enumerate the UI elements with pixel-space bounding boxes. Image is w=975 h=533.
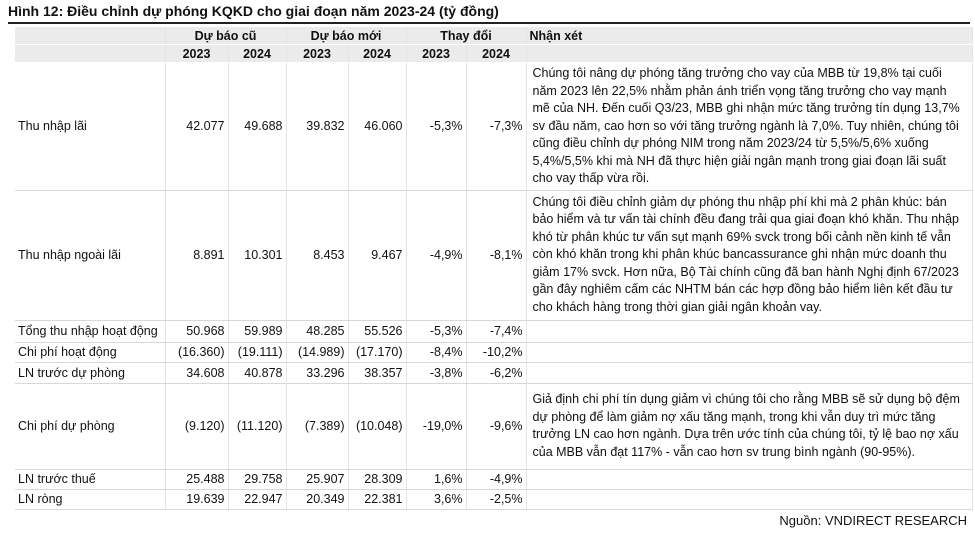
header-row: 2023 2024 2023 2024 2023 2024	[15, 44, 973, 63]
comment-cell	[526, 489, 973, 510]
year-header: 2024	[348, 44, 407, 63]
value-cell: (9.120)	[165, 383, 229, 470]
table-row: Thu nhập ngoài lãi 8.891 10.301 8.453 9.467-…	[15, 190, 973, 321]
value-cell: (10.048)	[348, 383, 407, 470]
value-cell: 29.758	[228, 469, 287, 490]
value-cell: 3,6%	[406, 489, 467, 510]
value-cell: (17.170)	[348, 342, 407, 363]
table-row: LN trước dự phòng 34.608 40.878 33.296 38.35…	[15, 362, 973, 384]
value-cell: (11.120)	[228, 383, 287, 470]
value-cell: -9,6%	[466, 383, 527, 470]
value-cell: 25.907	[286, 469, 349, 490]
table-row: Chi phí dự phòng (9.120) (11.120) (7.389) (1…	[15, 383, 973, 470]
comment-cell: Giả định chi phí tín dụng giảm vì chúng …	[526, 383, 973, 470]
value-cell: -5,3%	[406, 62, 467, 191]
title-rule	[8, 22, 970, 24]
value-cell: -6,2%	[466, 362, 527, 384]
header-cell	[15, 27, 166, 45]
row-label: Tổng thu nhập hoạt động	[15, 320, 166, 343]
value-cell: 19.639	[165, 489, 229, 510]
forecast-table: Dự báo cũ Dự báo mới Thay đổi Nhận xét 2023 2…	[15, 27, 973, 510]
value-cell: (19.111)	[228, 342, 287, 363]
value-cell: 34.608	[165, 362, 229, 384]
header-cell	[15, 44, 166, 63]
header-cell	[526, 44, 973, 63]
table-row: Thu nhập lãi 42.077 49.688 39.832 46.060 -5,3…	[15, 62, 973, 191]
value-cell: 40.878	[228, 362, 287, 384]
value-cell: 46.060	[348, 62, 407, 191]
value-cell: (14.989)	[286, 342, 349, 363]
value-cell: 25.488	[165, 469, 229, 490]
value-cell: 22.947	[228, 489, 287, 510]
comment-cell	[526, 469, 973, 490]
row-label: Chi phí dự phòng	[15, 383, 166, 470]
value-cell: -3,8%	[406, 362, 467, 384]
value-cell: 28.309	[348, 469, 407, 490]
value-cell: -8,1%	[466, 190, 527, 321]
row-label: LN ròng	[15, 489, 166, 510]
value-cell: -7,4%	[466, 320, 527, 343]
value-cell: 55.526	[348, 320, 407, 343]
value-cell: -8,4%	[406, 342, 467, 363]
row-label: LN trước thuế	[15, 469, 166, 490]
value-cell: 42.077	[165, 62, 229, 191]
table-row: LN trước thuế 25.488 29.758 25.907 28.309 1,6…	[15, 469, 973, 490]
value-cell: 8.453	[286, 190, 349, 321]
value-cell: -2,5%	[466, 489, 527, 510]
year-header: 2023	[286, 44, 349, 63]
table-row: LN ròng 19.639 22.947 20.349 22.381 3,6% -2,5%	[15, 489, 973, 510]
value-cell: 50.968	[165, 320, 229, 343]
group-header: Dự báo cũ	[165, 27, 287, 45]
value-cell: -10,2%	[466, 342, 527, 363]
value-cell: -19,0%	[406, 383, 467, 470]
row-label: Thu nhập lãi	[15, 62, 166, 191]
comment-cell: Chúng tôi nâng dự phóng tăng trưởng cho …	[526, 62, 973, 191]
value-cell: 22.381	[348, 489, 407, 510]
group-header: Thay đổi	[406, 27, 527, 45]
comment-cell	[526, 362, 973, 384]
table-row: Chi phí hoạt động (16.360) (19.111) (14.989…	[15, 342, 973, 363]
year-header: 2024	[228, 44, 287, 63]
value-cell: 48.285	[286, 320, 349, 343]
value-cell: 33.296	[286, 362, 349, 384]
value-cell: 9.467	[348, 190, 407, 321]
value-cell: 49.688	[228, 62, 287, 191]
row-label: Thu nhập ngoài lãi	[15, 190, 166, 321]
value-cell: 8.891	[165, 190, 229, 321]
year-header: 2024	[466, 44, 527, 63]
value-cell: 38.357	[348, 362, 407, 384]
value-cell: 59.989	[228, 320, 287, 343]
comment-cell: Chúng tôi điều chỉnh giảm dự phóng thu n…	[526, 190, 973, 321]
value-cell: 10.301	[228, 190, 287, 321]
group-header: Nhận xét	[526, 27, 973, 45]
table-row: Tổng thu nhập hoạt động 50.968 59.989 48.28…	[15, 320, 973, 343]
group-header: Dự báo mới	[286, 27, 407, 45]
value-cell: -4,9%	[406, 190, 467, 321]
header-row: Dự báo cũ Dự báo mới Thay đổi Nhận xét	[15, 27, 973, 45]
value-cell: -4,9%	[466, 469, 527, 490]
comment-cell	[526, 342, 973, 363]
value-cell: -5,3%	[406, 320, 467, 343]
value-cell: -7,3%	[466, 62, 527, 191]
year-header: 2023	[165, 44, 229, 63]
value-cell: (16.360)	[165, 342, 229, 363]
year-header: 2023	[406, 44, 467, 63]
comment-cell	[526, 320, 973, 343]
value-cell: 20.349	[286, 489, 349, 510]
row-label: Chi phí hoạt động	[15, 342, 166, 363]
source-note: Nguồn: VNDIRECT RESEARCH	[779, 513, 967, 528]
value-cell: 39.832	[286, 62, 349, 191]
figure-title: Hình 12: Điều chỉnh dự phóng KQKD cho gi…	[8, 3, 499, 19]
value-cell: 1,6%	[406, 469, 467, 490]
value-cell: (7.389)	[286, 383, 349, 470]
row-label: LN trước dự phòng	[15, 362, 166, 384]
